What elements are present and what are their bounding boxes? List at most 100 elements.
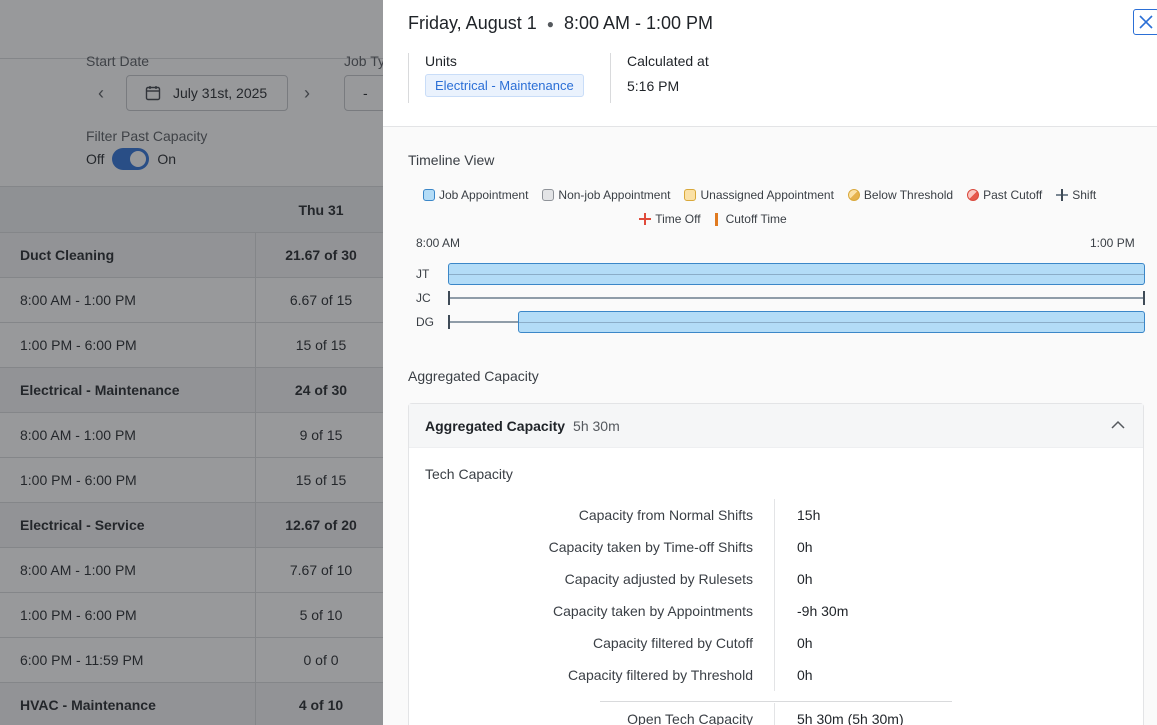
legend-job: Job Appointment [423, 188, 528, 202]
capacity-label: Capacity taken by Appointments [409, 595, 775, 627]
capacity-value: 0h [797, 539, 813, 555]
open-capacity-value: 5h 30m (5h 30m) [797, 711, 904, 725]
timeline-track [448, 310, 1145, 334]
capacity-value: 15h [797, 507, 821, 523]
timeline-row: JC [416, 286, 1147, 310]
calculated-value: 5:16 PM [627, 78, 680, 94]
legend-below-threshold: Below Threshold [847, 188, 953, 202]
row-label: 8:00 AM - 1:00 PM [0, 548, 256, 592]
shift-marker-icon [1056, 189, 1069, 201]
date-picker[interactable]: July 31st, 2025 [126, 75, 288, 111]
legend-time-off: Time Off [639, 212, 701, 226]
timeline-chart: JT JC DG [416, 262, 1147, 334]
calendar-icon [145, 86, 161, 101]
row-label: 8:00 AM - 1:00 PM [0, 278, 256, 322]
shift-boundary-tick [1143, 291, 1145, 305]
capacity-breakdown: Capacity from Normal Shifts 15h Capacity t… [409, 499, 1145, 725]
drawer-body[interactable]: Timeline View Job Appointment Non-job Ap… [383, 127, 1157, 725]
row-value: 12.67 of 20 [285, 517, 357, 533]
past-cutoff-swatch-icon [967, 189, 980, 201]
legend-shift: Shift [1056, 188, 1096, 202]
capacity-row: Capacity adjusted by Rulesets 0h [409, 563, 1145, 595]
toggle-on-label: On [157, 151, 177, 167]
row-value: 0 of 0 [303, 652, 339, 668]
row-label: Electrical - Maintenance [0, 368, 256, 412]
capacity-value: 0h [797, 635, 813, 651]
timeline-row: JT [416, 262, 1147, 286]
cutoff-time-marker-icon [714, 212, 718, 226]
timeline-row: DG [416, 310, 1147, 334]
shift-boundary-tick [448, 291, 450, 305]
capacity-label: Capacity adjusted by Rulesets [409, 563, 775, 595]
row-value: 15 of 15 [295, 337, 347, 353]
capacity-label: Capacity taken by Time-off Shifts [409, 531, 775, 563]
aggregated-capacity-panel: Aggregated Capacity 5h 30m Tech Capacity… [408, 403, 1144, 725]
drawer-date: Friday, August 1 [408, 13, 537, 33]
row-label: Electrical - Service [0, 503, 256, 547]
capacity-label: Capacity filtered by Cutoff [409, 627, 775, 659]
timeline-legend: Job Appointment Non-job Appointment Unas… [423, 187, 1143, 235]
row-label: 1:00 PM - 6:00 PM [0, 593, 256, 637]
start-date-label: Start Date [86, 53, 150, 69]
toggle-off-label: Off [86, 151, 105, 167]
row-label: 1:00 PM - 6:00 PM [0, 323, 256, 367]
job-appointment-bar[interactable] [448, 263, 1145, 285]
timeline-end-time: 1:00 PM [1090, 236, 1135, 250]
capacity-label: Capacity from Normal Shifts [409, 499, 775, 531]
row-value: 7.67 of 10 [289, 562, 353, 578]
row-value: 6.67 of 15 [289, 292, 353, 308]
capacity-row: Capacity from Normal Shifts 15h [409, 499, 1145, 531]
timeline-tech-label: DG [416, 315, 434, 329]
row-label: 6:00 PM - 11:59 PM [0, 638, 256, 682]
row-label: HVAC - Maintenance [0, 683, 256, 725]
calculated-block: Calculated at 5:16 PM [611, 53, 709, 103]
timeline-tech-label: JC [416, 291, 431, 305]
row-label: Duct Cleaning [0, 233, 256, 277]
open-capacity-row: Open Tech Capacity 5h 30m (5h 30m) [409, 703, 1145, 725]
shift-boundary-tick [448, 315, 450, 329]
close-icon [1139, 15, 1153, 29]
filter-past-capacity-toggle[interactable] [112, 148, 150, 170]
timeline-start-time: 8:00 AM [416, 236, 461, 250]
aggregated-capacity-title: Aggregated Capacity [425, 417, 566, 434]
date-value: July 31st, 2025 [173, 85, 268, 101]
job-type-label: Job Ty [344, 53, 385, 69]
row-value: 9 of 15 [299, 427, 343, 443]
open-capacity-label: Open Tech Capacity [409, 703, 775, 725]
bullet-separator: ● [546, 16, 554, 31]
legend-cutoff-time: Cutoff Time [714, 212, 787, 226]
capacity-divider [600, 701, 952, 702]
capacity-details-drawer: Friday, August 1 ● 8:00 AM - 1:00 PM Uni… [383, 0, 1157, 725]
capacity-row: Capacity taken by Appointments -9h 30m [409, 595, 1145, 627]
below-threshold-swatch-icon [847, 189, 860, 201]
unit-tag: Electrical - Maintenance [425, 74, 584, 97]
timeline-track [448, 262, 1145, 286]
drawer-meta: Units Electrical - Maintenance Calculate… [408, 53, 709, 103]
row-value: 15 of 15 [295, 472, 347, 488]
job-appointment-swatch-icon [423, 189, 435, 201]
drawer-header: Friday, August 1 ● 8:00 AM - 1:00 PM Uni… [383, 0, 1157, 127]
close-button[interactable] [1133, 9, 1157, 35]
aggregated-capacity-total: 5h 30m [573, 417, 620, 434]
row-value: 4 of 10 [298, 697, 344, 713]
units-block: Units Electrical - Maintenance [408, 53, 611, 103]
timeline-tech-label: JT [416, 267, 430, 281]
calculated-label: Calculated at [627, 53, 709, 69]
legend-nonjob: Non-job Appointment [542, 188, 670, 202]
job-appointment-bar[interactable] [518, 311, 1145, 333]
capacity-row: Capacity taken by Time-off Shifts 0h [409, 531, 1145, 563]
filter-toggle-row: Off On [86, 148, 176, 170]
previous-date-icon[interactable]: ‹ [98, 83, 104, 103]
drawer-title: Friday, August 1 ● 8:00 AM - 1:00 PM [408, 13, 713, 34]
row-value: 21.67 of 30 [285, 247, 357, 263]
row-value: 24 of 30 [294, 382, 348, 398]
chevron-up-icon[interactable] [1111, 420, 1125, 430]
next-date-icon[interactable]: › [304, 83, 310, 103]
row-label: 8:00 AM - 1:00 PM [0, 413, 256, 457]
capacity-label: Capacity filtered by Threshold [409, 659, 775, 691]
capacity-row: Capacity filtered by Cutoff 0h [409, 627, 1145, 659]
capacity-value: -9h 30m [797, 603, 849, 619]
aggregated-capacity-header[interactable]: Aggregated Capacity 5h 30m [409, 404, 1143, 448]
unassigned-appointment-swatch-icon [684, 189, 697, 201]
aggregated-section-title: Aggregated Capacity [408, 368, 539, 384]
